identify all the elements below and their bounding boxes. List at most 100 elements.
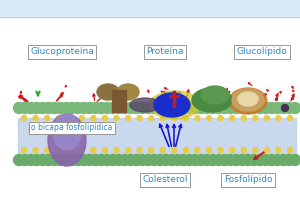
Circle shape: [37, 102, 48, 114]
Circle shape: [160, 102, 171, 114]
Circle shape: [172, 116, 177, 120]
Circle shape: [61, 102, 71, 114]
Circle shape: [160, 148, 165, 152]
Circle shape: [103, 116, 107, 120]
Circle shape: [91, 148, 96, 152]
Circle shape: [25, 102, 36, 114]
Circle shape: [213, 154, 224, 166]
Circle shape: [218, 148, 223, 152]
Circle shape: [290, 102, 300, 114]
Circle shape: [78, 154, 89, 166]
Circle shape: [183, 116, 188, 120]
Circle shape: [22, 148, 26, 152]
Circle shape: [149, 116, 154, 120]
Circle shape: [113, 102, 124, 114]
Circle shape: [242, 154, 253, 166]
Circle shape: [253, 116, 258, 120]
Circle shape: [149, 148, 154, 152]
Circle shape: [241, 148, 246, 152]
Circle shape: [172, 154, 183, 166]
Circle shape: [119, 154, 130, 166]
Circle shape: [25, 154, 36, 166]
Circle shape: [225, 154, 236, 166]
Circle shape: [281, 104, 289, 112]
Circle shape: [154, 154, 165, 166]
Circle shape: [22, 116, 26, 120]
Bar: [112, 90, 126, 112]
Circle shape: [20, 102, 30, 114]
Text: Fosfolípido: Fosfolípido: [224, 176, 272, 184]
Circle shape: [266, 154, 277, 166]
Ellipse shape: [192, 88, 232, 112]
Circle shape: [241, 116, 246, 120]
Circle shape: [266, 102, 277, 114]
Circle shape: [290, 154, 300, 166]
Circle shape: [137, 116, 142, 120]
Circle shape: [230, 148, 235, 152]
Bar: [0, 0, 300, 17]
Circle shape: [143, 102, 154, 114]
Circle shape: [207, 102, 218, 114]
Circle shape: [237, 154, 248, 166]
Circle shape: [276, 116, 281, 120]
Circle shape: [14, 154, 25, 166]
Circle shape: [33, 116, 38, 120]
Ellipse shape: [154, 93, 190, 117]
Circle shape: [213, 102, 224, 114]
Circle shape: [183, 148, 188, 152]
Circle shape: [90, 102, 101, 114]
Circle shape: [14, 102, 25, 114]
Circle shape: [102, 154, 112, 166]
Circle shape: [119, 102, 130, 114]
Circle shape: [56, 116, 61, 120]
Circle shape: [231, 102, 242, 114]
Circle shape: [287, 148, 292, 152]
Circle shape: [72, 102, 83, 114]
Circle shape: [91, 116, 96, 120]
Circle shape: [253, 148, 258, 152]
Ellipse shape: [229, 88, 267, 114]
Ellipse shape: [117, 84, 139, 100]
Circle shape: [126, 148, 130, 152]
Circle shape: [68, 148, 73, 152]
Circle shape: [248, 154, 260, 166]
Circle shape: [126, 116, 130, 120]
Text: Proteína: Proteína: [146, 47, 184, 56]
Circle shape: [102, 102, 112, 114]
Circle shape: [148, 154, 160, 166]
Text: Colesterol: Colesterol: [142, 176, 188, 184]
Circle shape: [237, 102, 248, 114]
Circle shape: [131, 154, 142, 166]
Circle shape: [56, 148, 61, 152]
Circle shape: [90, 154, 101, 166]
Circle shape: [160, 116, 165, 120]
Circle shape: [196, 102, 206, 114]
Circle shape: [178, 154, 189, 166]
Circle shape: [225, 102, 236, 114]
Circle shape: [78, 102, 89, 114]
Ellipse shape: [150, 91, 200, 119]
Circle shape: [96, 102, 107, 114]
Circle shape: [79, 148, 84, 152]
Circle shape: [45, 148, 50, 152]
Circle shape: [143, 154, 154, 166]
Circle shape: [55, 102, 66, 114]
Circle shape: [37, 154, 48, 166]
Text: Glucolípido: Glucolípido: [237, 47, 287, 56]
Ellipse shape: [53, 114, 81, 150]
Circle shape: [172, 102, 183, 114]
Circle shape: [260, 154, 271, 166]
Circle shape: [20, 154, 30, 166]
Circle shape: [284, 102, 295, 114]
Circle shape: [66, 102, 77, 114]
Circle shape: [272, 154, 283, 166]
Circle shape: [254, 154, 265, 166]
Circle shape: [231, 154, 242, 166]
Circle shape: [219, 154, 230, 166]
Circle shape: [114, 116, 119, 120]
Circle shape: [219, 102, 230, 114]
Circle shape: [45, 116, 50, 120]
Circle shape: [195, 148, 200, 152]
Bar: [18, 118, 296, 153]
Circle shape: [230, 116, 235, 120]
